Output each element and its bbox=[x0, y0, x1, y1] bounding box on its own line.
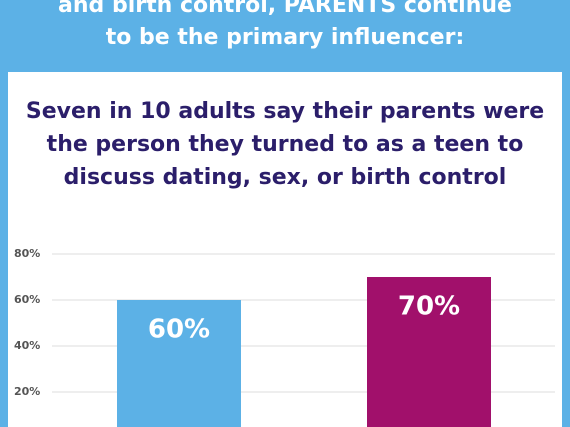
bar bbox=[367, 277, 491, 427]
y-tick-label: 60% bbox=[14, 293, 40, 306]
y-tick-label: 20% bbox=[14, 385, 40, 398]
title-line: discuss dating, sex, or birth control bbox=[64, 165, 507, 190]
value-label: 60% bbox=[148, 315, 210, 345]
banner-line: and birth control, PARENTS continue bbox=[58, 0, 512, 18]
y-tick-label: 80% bbox=[14, 247, 40, 260]
title-line: Seven in 10 adults say their parents wer… bbox=[26, 99, 544, 124]
y-tick-label: 40% bbox=[14, 339, 40, 352]
bar bbox=[117, 300, 241, 427]
chart-title: Seven in 10 adults say their parents wer… bbox=[26, 99, 544, 190]
title-line: the person they turned to as a teen to bbox=[47, 132, 524, 157]
banner-line: to be the primary influencer: bbox=[106, 25, 465, 50]
value-label: 70% bbox=[398, 292, 460, 322]
